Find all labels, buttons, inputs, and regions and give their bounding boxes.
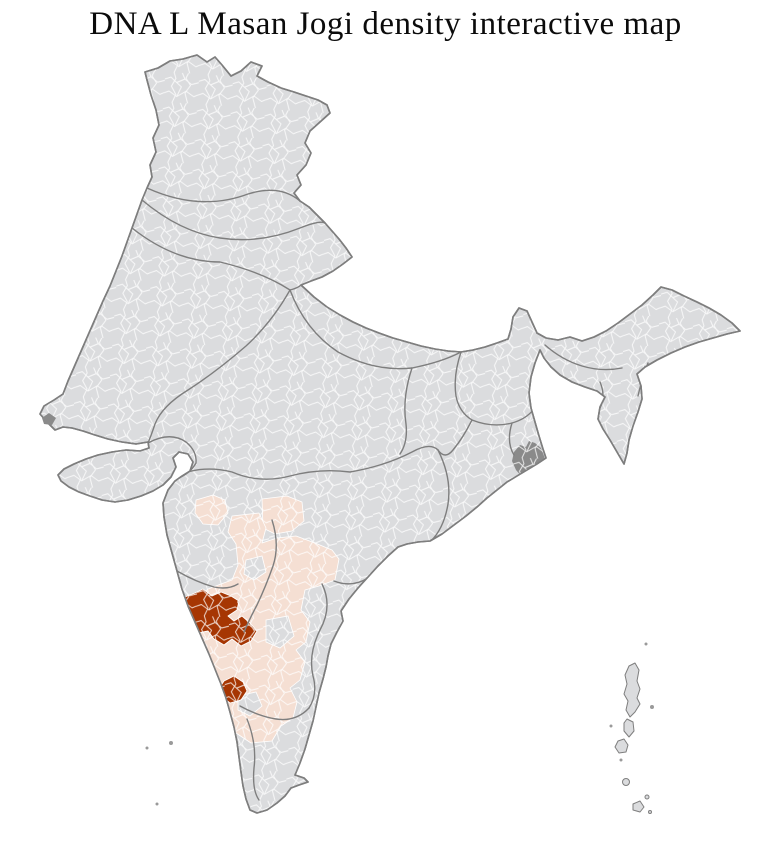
- kutch-islet[interactable]: [42, 413, 56, 425]
- andaman-little-island[interactable]: [614, 738, 629, 754]
- andaman-south-island[interactable]: [623, 718, 635, 738]
- lakshadweep-islands: [145, 741, 173, 806]
- nicobar-islands[interactable]: [622, 778, 652, 814]
- andaman-main-island[interactable]: [623, 662, 641, 718]
- map-title: DNA L Masan Jogi density interactive map: [89, 6, 682, 42]
- andaman-islets: [609, 642, 654, 762]
- andaman-islands[interactable]: [614, 662, 641, 754]
